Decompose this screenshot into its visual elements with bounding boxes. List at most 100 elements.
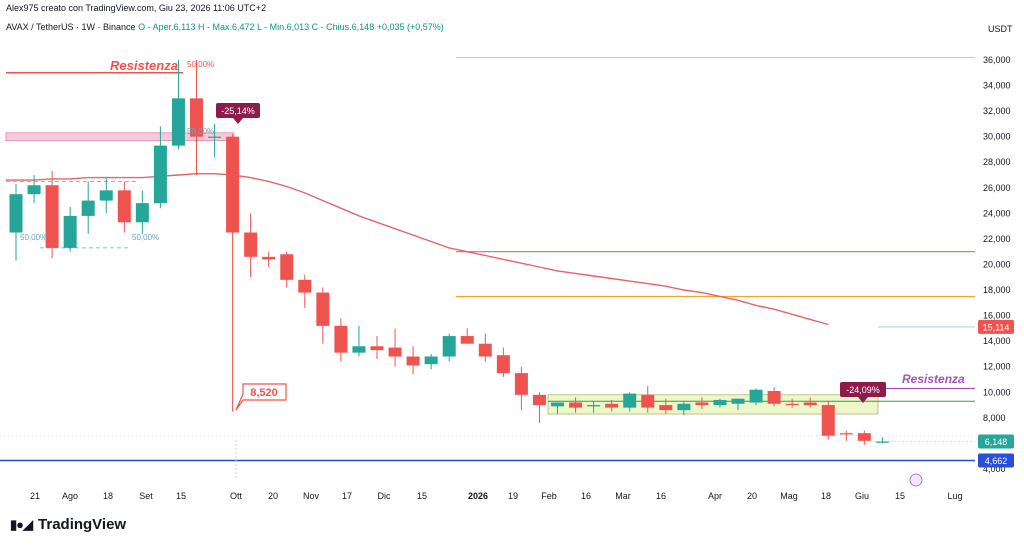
candle <box>677 401 691 416</box>
y-tick-label: 36,000 <box>983 55 1011 65</box>
badge-bg <box>216 103 260 118</box>
y-tick-label: 32,000 <box>983 106 1011 116</box>
candle-body <box>208 136 222 138</box>
x-tick-label: Giu <box>855 491 869 501</box>
candle <box>280 251 294 288</box>
candle-body <box>551 402 564 407</box>
price-tag-label: 6,148 <box>985 437 1008 447</box>
badge-pointer <box>858 397 868 403</box>
candle <box>226 134 240 412</box>
candle <box>27 175 41 204</box>
badge-text: -25,14% <box>221 106 255 116</box>
candle <box>388 328 402 367</box>
candle <box>587 401 601 413</box>
candle <box>532 392 546 423</box>
x-tick-label: 16 <box>656 491 666 501</box>
candle-body <box>713 399 727 406</box>
candle <box>496 347 510 377</box>
candle-body <box>442 336 456 357</box>
candle-body <box>875 441 889 443</box>
candle-body <box>226 136 240 233</box>
y-tick-label: 4,000 <box>983 464 1006 474</box>
x-tick-label: Lug <box>947 491 962 501</box>
candle <box>731 398 745 411</box>
candle-body <box>27 185 41 195</box>
candle <box>262 251 276 268</box>
y-tick-label: 34,000 <box>983 81 1011 91</box>
x-tick-label: 20 <box>747 491 757 501</box>
candle-body <box>496 355 510 374</box>
candle-body <box>569 402 583 408</box>
candle <box>478 333 492 362</box>
x-tick-label: 17 <box>342 491 352 501</box>
badge-text: -24,09% <box>846 385 880 395</box>
candle-body <box>478 343 492 357</box>
candle-body <box>153 145 167 204</box>
fib-label: 50,00% <box>20 233 47 242</box>
candle <box>153 126 167 209</box>
candle <box>9 183 23 261</box>
fib-label: 50,00% <box>187 127 214 136</box>
y-tick-label: 18,000 <box>983 285 1011 295</box>
candle <box>244 213 258 278</box>
candle <box>659 398 673 415</box>
x-tick-label: 21 <box>30 491 40 501</box>
price-callout: 8,520 <box>235 383 287 411</box>
x-tick-label: 15 <box>176 491 186 501</box>
candle-body <box>117 190 131 223</box>
candle-body <box>821 405 835 436</box>
candle-body <box>695 402 709 406</box>
candle-body <box>244 232 258 257</box>
candle <box>514 366 528 411</box>
y-tick-label: 10,000 <box>983 387 1011 397</box>
candle-body <box>803 402 817 406</box>
y-tick-label: 24,000 <box>983 208 1011 218</box>
candle-body <box>406 356 420 366</box>
candle-body <box>460 336 474 344</box>
x-tick-label: Ago <box>62 491 78 501</box>
y-tick-label: 22,000 <box>983 234 1011 244</box>
candle <box>208 123 222 158</box>
percent-badge: -25,14% <box>216 103 260 124</box>
candle <box>460 328 474 344</box>
candle-body <box>298 279 312 293</box>
x-tick-label: Mag <box>780 491 798 501</box>
candle <box>334 318 348 362</box>
x-tick-label: 16 <box>581 491 591 501</box>
candle <box>352 325 366 357</box>
x-tick-label: 20 <box>268 491 278 501</box>
price-tag-label: 4,662 <box>985 456 1008 466</box>
y-tick-label: 30,000 <box>983 132 1011 142</box>
price-tag-bg <box>978 319 1014 334</box>
y-tick-label: 14,000 <box>983 336 1011 346</box>
candle <box>135 190 149 234</box>
y-tick-label: 8,000 <box>983 413 1006 423</box>
candle-body <box>731 398 745 404</box>
candle-body <box>316 292 330 326</box>
candle-body <box>749 389 763 403</box>
candle-body <box>623 393 637 408</box>
x-tick-label: Feb <box>541 491 557 501</box>
candle <box>551 402 564 415</box>
y-axis-unit: USDT <box>988 24 1013 34</box>
x-tick-label: 18 <box>103 491 113 501</box>
candle <box>45 171 59 259</box>
chart-author: Alex975 creato con TradingView.com, Giu … <box>6 3 267 13</box>
candle <box>298 274 312 308</box>
y-tick-label: 12,000 <box>983 362 1011 372</box>
candle <box>641 385 655 413</box>
price-tag-bg <box>978 453 1014 468</box>
x-tick-label: Dic <box>378 491 391 501</box>
x-tick-label: 18 <box>821 491 831 501</box>
candle-body <box>334 325 348 353</box>
candle <box>605 399 619 412</box>
candle <box>81 181 95 234</box>
callout-bg <box>235 383 287 411</box>
brand-name: TradingView <box>38 516 127 533</box>
candle <box>803 397 817 408</box>
lightning-icon <box>909 473 923 487</box>
candle <box>63 206 77 252</box>
x-tick-label: 2026 <box>468 491 488 501</box>
x-tick-label: Nov <box>303 491 320 501</box>
x-tick-label: Mar <box>615 491 631 501</box>
